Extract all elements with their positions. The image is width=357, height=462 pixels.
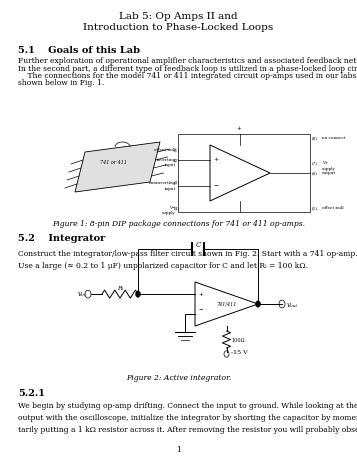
Text: -15 V: -15 V	[231, 350, 248, 355]
Text: 5.1    Goals of this Lab: 5.1 Goals of this Lab	[18, 46, 140, 55]
Text: Construct the integrator/low-pass filter circuit shown in Fig. 2. Start with a 7: Construct the integrator/low-pass filter…	[18, 250, 357, 258]
Text: V+: V+	[322, 161, 328, 165]
Text: supply: supply	[322, 167, 336, 171]
Text: shown below in Fig. 1.: shown below in Fig. 1.	[18, 79, 104, 87]
Text: Figure 2: Active integrator.: Figure 2: Active integrator.	[126, 374, 231, 382]
Text: 100Ω: 100Ω	[231, 338, 245, 342]
Text: V−: V−	[170, 206, 176, 210]
Text: (3): (3)	[174, 181, 180, 185]
Circle shape	[136, 291, 141, 298]
Text: +: +	[198, 292, 203, 297]
Text: output: output	[322, 171, 336, 175]
Text: Lab 5: Op Amps II and: Lab 5: Op Amps II and	[119, 12, 238, 20]
Text: inverting: inverting	[156, 158, 176, 163]
Text: input: input	[165, 164, 176, 167]
Text: noninverting: noninverting	[149, 181, 176, 185]
Text: Use a large (≈ 0.2 to 1 μF) unpolarized capacitor for C and let Rᵢ = 100 kΩ.: Use a large (≈ 0.2 to 1 μF) unpolarized …	[18, 262, 308, 270]
Text: vᵢₙ: vᵢₙ	[78, 290, 86, 298]
Text: tarily putting a 1 kΩ resistor across it. After removing the resistor you will p: tarily putting a 1 kΩ resistor across it…	[18, 426, 357, 434]
Text: 1: 1	[176, 446, 181, 454]
Bar	[178, 134, 310, 212]
Text: In the second part, a different type of feedback loop is utilized in a phase-loc: In the second part, a different type of …	[18, 65, 357, 73]
Text: (5): (5)	[312, 206, 318, 210]
Text: C: C	[195, 241, 201, 249]
Polygon shape	[75, 142, 160, 192]
Text: We begin by studying op-amp drifting. Connect the input to ground. While looking: We begin by studying op-amp drifting. Co…	[18, 402, 357, 410]
Text: output with the oscilloscope, initialize the integrator by shorting the capacito: output with the oscilloscope, initialize…	[18, 414, 357, 422]
Text: (2): (2)	[174, 158, 180, 163]
Text: input: input	[165, 187, 176, 191]
Text: offset null: offset null	[154, 148, 176, 152]
Text: −: −	[213, 182, 218, 188]
Text: Rᵢ: Rᵢ	[117, 286, 123, 291]
Text: 741/411: 741/411	[216, 302, 237, 307]
Text: (8): (8)	[312, 136, 318, 140]
Text: +: +	[213, 158, 218, 163]
Text: 5.2.1: 5.2.1	[18, 389, 45, 398]
Text: supply: supply	[162, 211, 176, 215]
Text: 741 or 411: 741 or 411	[100, 160, 127, 165]
Text: Figure 1: 8-pin DIP package connections for 741 or 411 op-amps.: Figure 1: 8-pin DIP package connections …	[52, 220, 305, 228]
Text: (1): (1)	[174, 148, 180, 152]
Text: 5.2    Integrator: 5.2 Integrator	[18, 234, 105, 243]
Text: (7): (7)	[312, 161, 318, 165]
Text: −: −	[198, 306, 203, 311]
Text: The connections for the model 741 or 411 integrated circuit op-amps used in our : The connections for the model 741 or 411…	[18, 72, 357, 80]
Circle shape	[256, 301, 261, 307]
Text: (4): (4)	[174, 206, 180, 210]
Text: offset null: offset null	[322, 206, 344, 210]
Text: (6): (6)	[312, 171, 318, 175]
Text: Introduction to Phase-Locked Loops: Introduction to Phase-Locked Loops	[84, 23, 273, 32]
Text: vₒᵤₜ: vₒᵤₜ	[287, 301, 298, 309]
Text: Further exploration of operational amplifier characteristics and associated feed: Further exploration of operational ampli…	[18, 57, 357, 65]
Text: no connect: no connect	[322, 136, 346, 140]
Text: +: +	[236, 126, 241, 131]
